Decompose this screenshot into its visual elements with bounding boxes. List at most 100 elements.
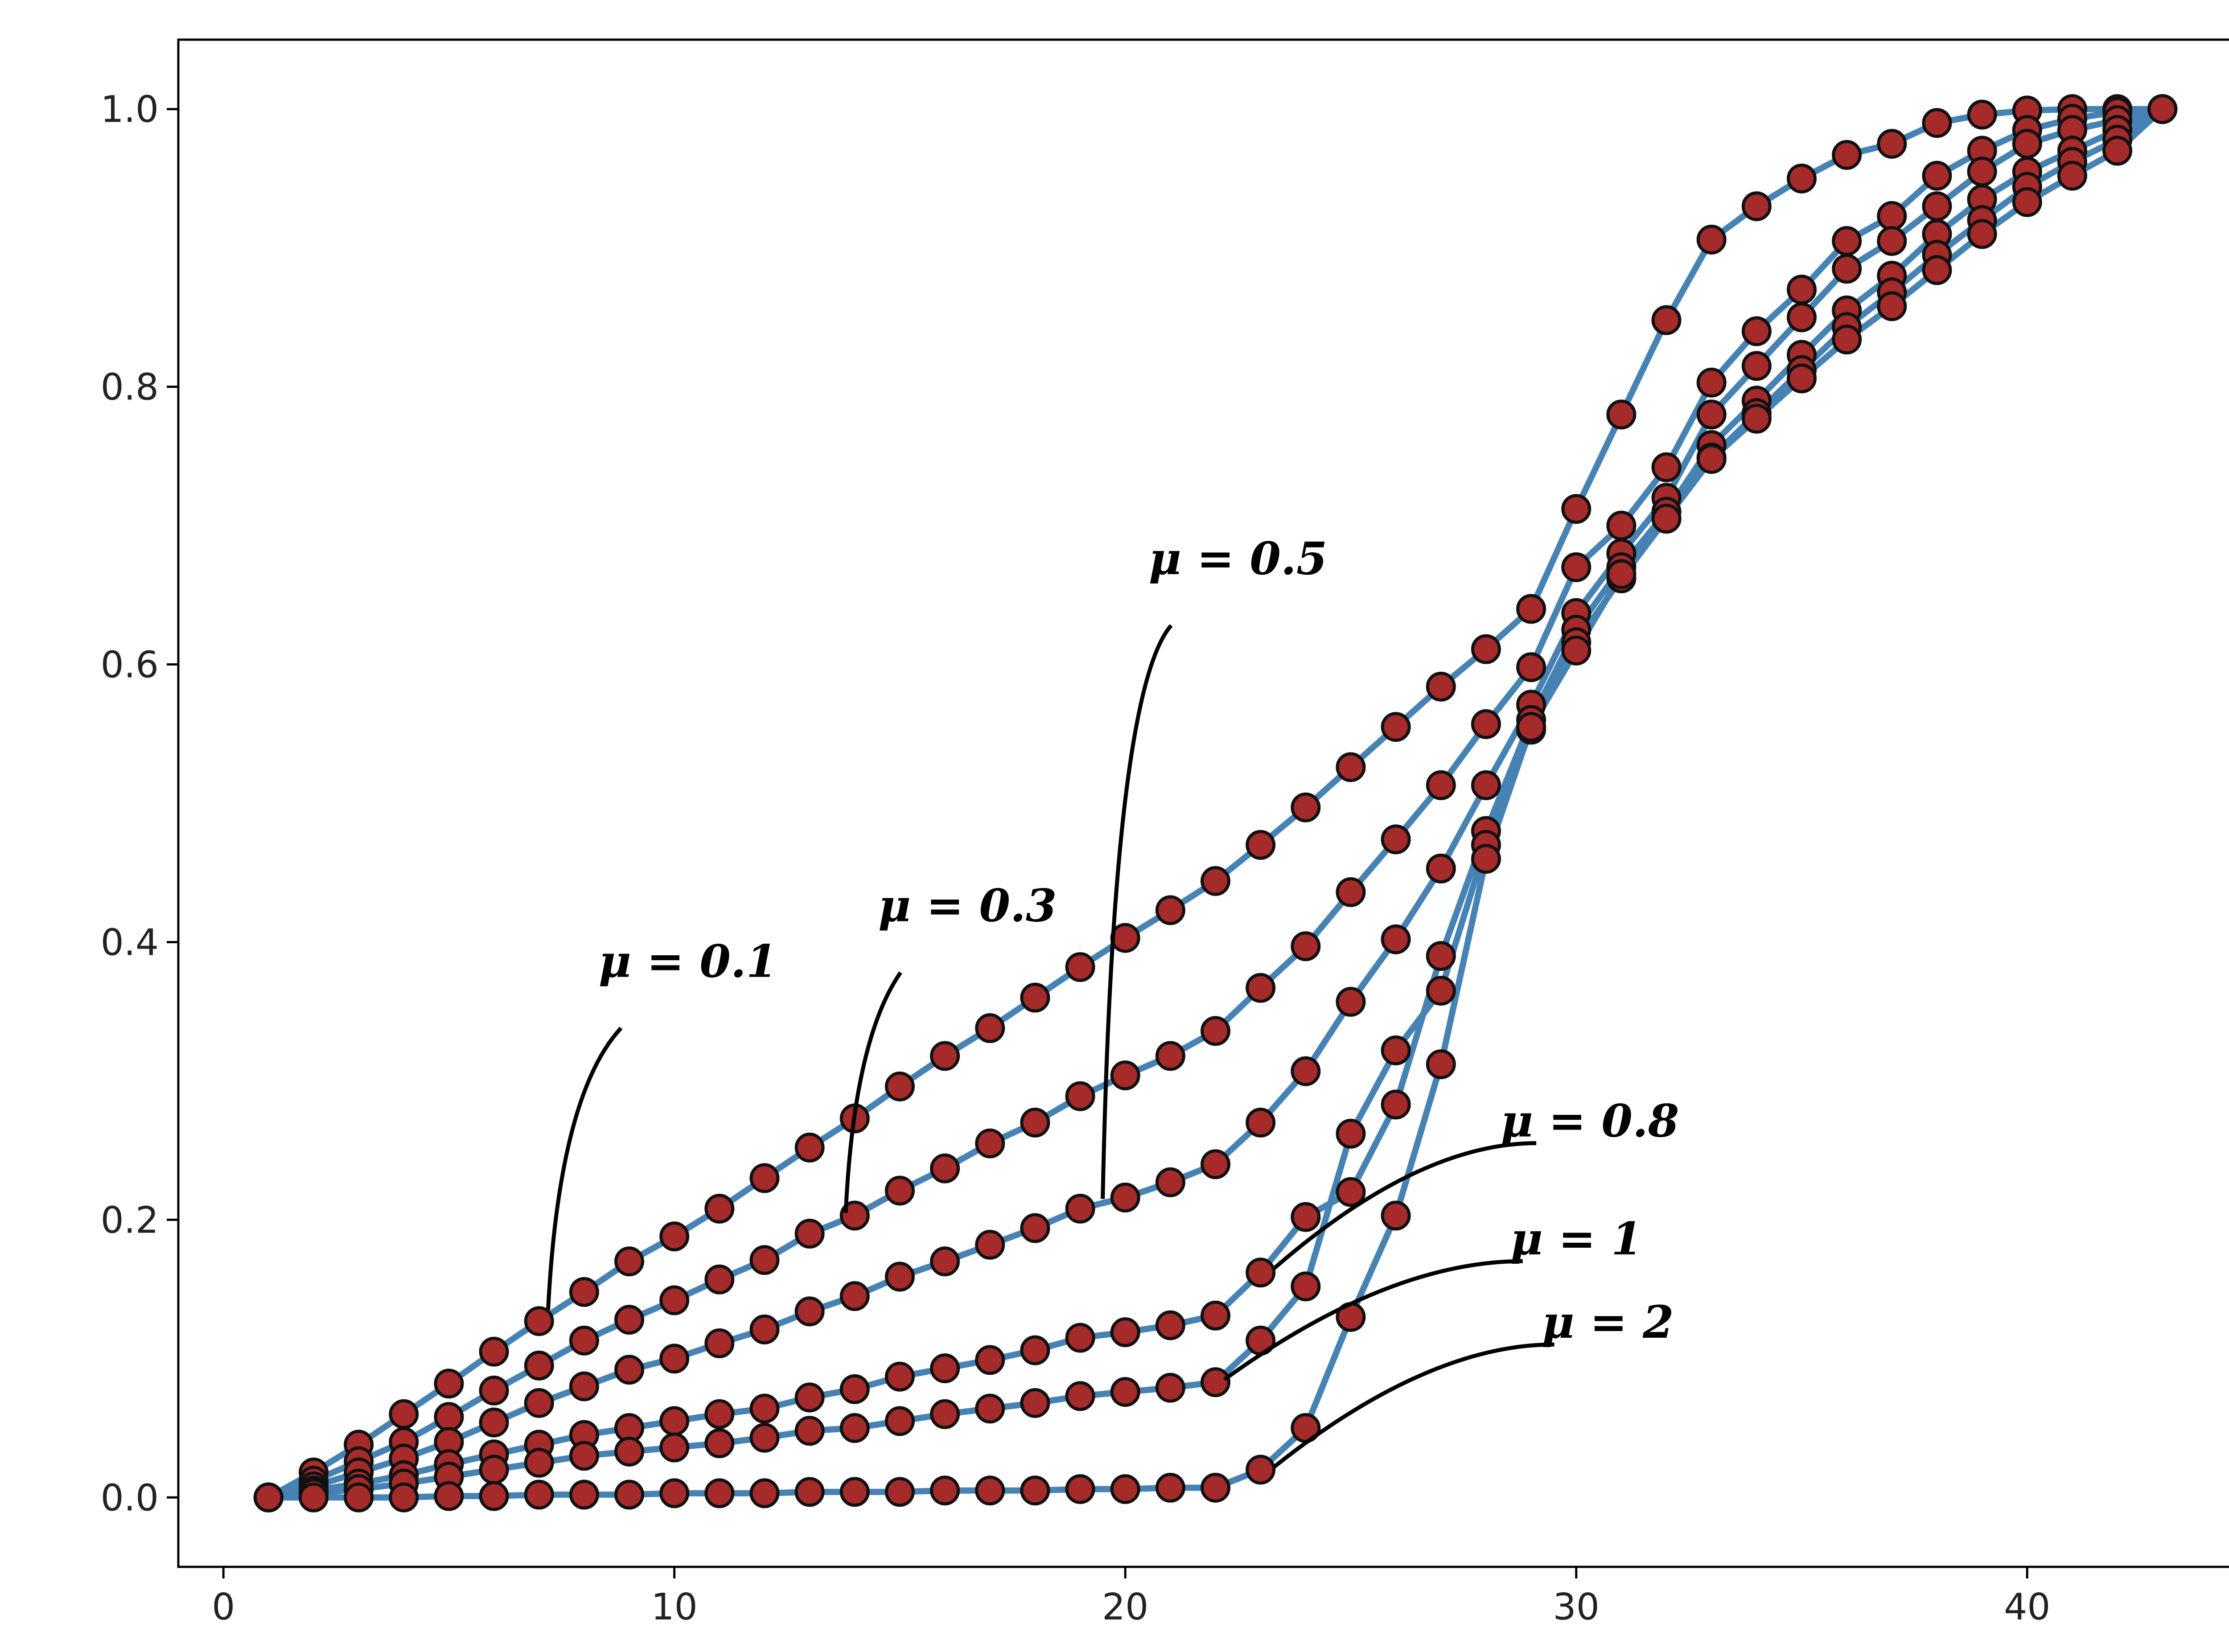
- data-point: [1020, 1213, 1050, 1243]
- data-point: [704, 1328, 735, 1359]
- data-point: [1426, 941, 1456, 971]
- x-tick-label: 0: [212, 1586, 235, 1628]
- data-point: [1471, 709, 1501, 739]
- data-point: [1426, 770, 1456, 801]
- data-point: [884, 1361, 915, 1392]
- data-point: [930, 1399, 960, 1429]
- data-point: [839, 1281, 870, 1311]
- data-point: [2147, 94, 2178, 124]
- data-point: [1155, 1373, 1185, 1403]
- data-point: [1155, 1472, 1185, 1503]
- data-point: [1786, 363, 1817, 394]
- data-point: [1155, 1310, 1185, 1340]
- data-point: [524, 1350, 554, 1381]
- data-point: [1471, 770, 1501, 801]
- data-point: [884, 1262, 915, 1292]
- data-point: [1291, 1056, 1321, 1086]
- data-point: [659, 1285, 690, 1315]
- data-point: [569, 1325, 599, 1356]
- data-point: [975, 1345, 1005, 1375]
- data-point: [1651, 504, 1682, 534]
- plot-frame: [177, 38, 2229, 1568]
- data-point: [1020, 1107, 1050, 1138]
- data-point: [1201, 1472, 1230, 1503]
- data-point: [569, 1371, 599, 1401]
- data-point: [1155, 895, 1185, 925]
- data-point: [1065, 952, 1095, 982]
- data-point: [298, 1482, 329, 1512]
- data-point: [975, 1128, 1005, 1159]
- data-point: [1877, 291, 1907, 321]
- data-point: [839, 1200, 870, 1231]
- data-point: [569, 1441, 599, 1471]
- data-point: [930, 1246, 960, 1277]
- data-point: [1201, 1016, 1230, 1046]
- data-point: [930, 1041, 960, 1071]
- data-point: [479, 1481, 509, 1511]
- data-point: [884, 1071, 915, 1101]
- data-point: [1471, 634, 1501, 664]
- data-point: [659, 1221, 690, 1252]
- data-point: [389, 1399, 419, 1429]
- data-point: [1922, 108, 1952, 138]
- y-tick-label: 0.0: [101, 1477, 159, 1519]
- annotation-leader-1: [546, 1027, 623, 1311]
- data-point: [1020, 1388, 1050, 1418]
- data-point: [704, 1399, 735, 1429]
- data-point: [2012, 187, 2042, 217]
- annotation-label: μ = 2: [1542, 1296, 1674, 1348]
- data-point: [1246, 830, 1276, 860]
- data-point: [659, 1344, 690, 1374]
- data-point: [1110, 1060, 1140, 1090]
- data-point: [839, 1413, 870, 1443]
- data-point: [524, 1388, 554, 1418]
- data-point: [1065, 1193, 1095, 1224]
- data-point: [1291, 1271, 1321, 1302]
- data-point: [2012, 129, 2042, 159]
- data-point: [614, 1479, 645, 1510]
- annotation-label: μ = 0.5: [1149, 532, 1328, 585]
- data-point: [1967, 99, 1997, 130]
- data-point: [434, 1402, 464, 1432]
- data-point: [1516, 652, 1546, 682]
- data-point: [1020, 982, 1050, 1013]
- data-point: [1246, 973, 1276, 1003]
- data-point: [1922, 160, 1952, 191]
- data-point: [1291, 1202, 1321, 1232]
- data-point: [1651, 305, 1682, 335]
- data-point: [1155, 1167, 1185, 1197]
- x-tick-label: 30: [1553, 1586, 1600, 1628]
- annotation-leader-2: [843, 971, 902, 1213]
- data-point: [749, 1393, 780, 1424]
- data-point: [1381, 1089, 1411, 1120]
- annotation-label: μ = 0.1: [599, 935, 777, 987]
- data-point: [1381, 1200, 1411, 1231]
- data-point: [930, 1353, 960, 1384]
- data-point: [1110, 1474, 1140, 1504]
- annotation-leader-3: [1101, 624, 1173, 1199]
- data-point: [614, 1305, 645, 1335]
- data-point: [975, 1229, 1005, 1260]
- data-point: [1832, 325, 1862, 355]
- data-point: [614, 1436, 645, 1467]
- data-point: [614, 1246, 645, 1277]
- data-point: [794, 1132, 825, 1163]
- data-point: [1426, 975, 1456, 1006]
- data-point: [659, 1406, 690, 1436]
- data-point: [749, 1422, 780, 1453]
- data-point: [884, 1406, 915, 1436]
- data-point: [1786, 275, 1817, 305]
- data-point: [1516, 594, 1546, 624]
- data-point: [2102, 136, 2133, 166]
- data-point: [1336, 1118, 1366, 1149]
- y-tick-label: 0.8: [101, 366, 159, 409]
- data-point: [704, 1428, 735, 1459]
- annotation-leader-4: [1273, 1141, 1537, 1270]
- data-point: [975, 1393, 1005, 1424]
- data-point: [569, 1277, 599, 1307]
- data-point: [1201, 866, 1230, 896]
- data-point: [1110, 1377, 1140, 1407]
- data-point: [1696, 367, 1727, 398]
- data-point: [884, 1175, 915, 1206]
